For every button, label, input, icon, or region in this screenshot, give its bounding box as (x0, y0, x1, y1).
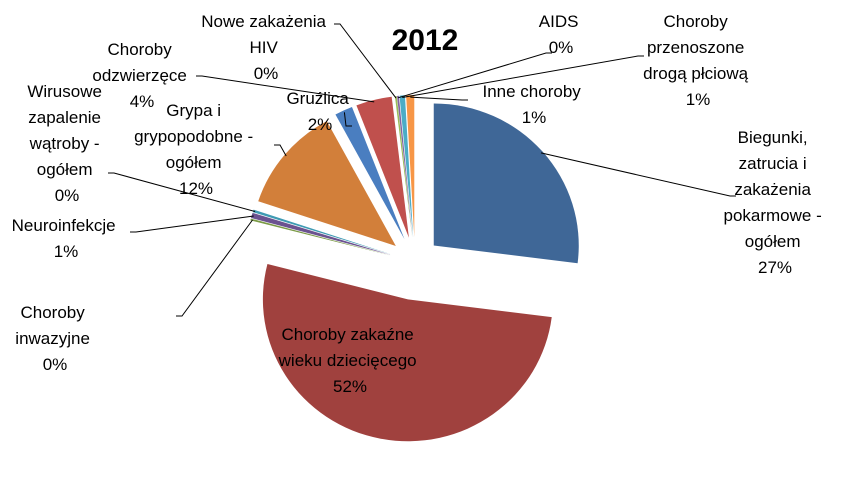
data-label-plciowa: Choroby przenoszone drogą płciową 1% (643, 12, 753, 109)
leader-line-inne-choroby (410, 96, 468, 101)
pie-slice-choroby-zakazne-wieku-dzieciecego (262, 264, 552, 442)
data-label-grypa: Grypa i grypopodobne - ogółem 12% (134, 101, 258, 198)
data-label-biegunki: Biegunki, zatrucia i zakażenia pokarmowe… (724, 128, 827, 277)
leader-line-biegunki-zatrucia-i-zakazenia-pokarmowe-ogolem (540, 152, 736, 197)
data-label-inwazyjne: Choroby inwazyjne 0% (15, 303, 94, 374)
data-label-wieku-dzieciecego: Choroby zakaźne wieku dziecięcego 52% (278, 325, 422, 396)
data-label-neuroinfekcje: Neuroinfekcje 1% (12, 216, 121, 261)
leader-line-choroby-przenoszone-droga-plciowa (402, 55, 644, 98)
data-label-hiv: Nowe zakażenia HIV 0% (201, 12, 330, 83)
leader-line-gruzlica (343, 112, 352, 127)
data-label-odzwierzece: Choroby odzwierzęce 4% (92, 40, 191, 111)
leader-line-choroby-odzwierzece (196, 75, 375, 103)
chart-title: 2012 (392, 24, 459, 57)
pie-slice-choroby-przenoszone-droga-plciowa (399, 95, 414, 238)
pie-slice-wirusowe-zapalenie-watroby-ogolem (252, 209, 392, 255)
leader-line-choroby-inwazyjne (176, 219, 253, 317)
pie-slice-choroby-odzwierzece (356, 96, 409, 238)
data-label-wirusowe: Wirusowe zapalenie wątroby - ogółem 0% (27, 82, 106, 205)
pie-slice-gruzlica (335, 106, 405, 240)
pie-slice-grypa-i-grypopodobne-ogolem (258, 121, 396, 246)
pie-slice-neuroinfekcje (251, 212, 391, 256)
pie-slice-inne-choroby (406, 95, 415, 238)
pie-slice-nowe-zakazenia-hiv (394, 95, 413, 238)
leader-line-neuroinfekcje (130, 215, 254, 233)
pie-slice-choroby-inwazyjne (250, 218, 391, 256)
data-label-inne: Inne choroby 1% (482, 82, 585, 127)
data-label-gruzlica: Gruźlica 2% (286, 89, 353, 134)
leader-line-aids (397, 52, 552, 99)
pie-slice-aids (397, 95, 413, 238)
leader-lines (108, 23, 736, 317)
leader-line-wirusowe-zapalenie-watroby-ogolem (108, 172, 256, 212)
pie-slices (250, 95, 579, 442)
data-label-aids: AIDS 0% (539, 12, 583, 57)
leader-line-grypa-i-grypopodobne-ogolem (274, 144, 287, 157)
leader-line-nowe-zakazenia-hiv (334, 23, 397, 99)
pie-slice-biegunki-zatrucia-i-zakazenia-pokarmowe-ogolem (433, 103, 579, 264)
